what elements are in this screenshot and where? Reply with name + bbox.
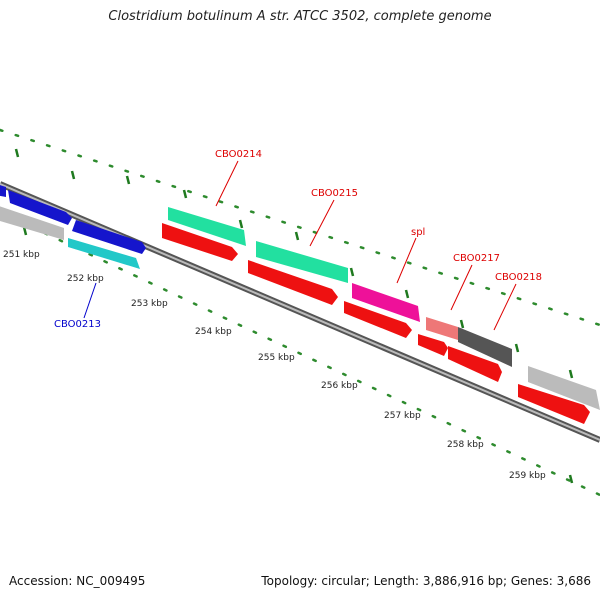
teal-feature[interactable] <box>256 241 348 283</box>
red-feature[interactable] <box>248 260 338 305</box>
gc-inner-dotted-track <box>0 210 600 497</box>
scale-label: 259 kbp <box>509 471 546 481</box>
red-feature[interactable] <box>448 346 502 382</box>
accession-text: Accession: NC_009495 <box>9 574 146 588</box>
scale-label: 253 kbp <box>131 299 168 309</box>
scale-label: 258 kbp <box>447 440 484 450</box>
gene-label-cbo0218[interactable]: CBO0218 <box>495 272 542 283</box>
outer-tick-marks <box>14 148 574 379</box>
gene-label-cbo0215[interactable]: CBO0215 <box>311 188 358 199</box>
gene-label-cbo0214[interactable]: CBO0214 <box>215 149 262 160</box>
gene-label-cbo0217[interactable]: CBO0217 <box>453 253 500 264</box>
gray-feature[interactable] <box>0 203 64 240</box>
magenta-feature[interactable] <box>352 283 420 322</box>
red-feature[interactable] <box>162 223 238 261</box>
blue-feature[interactable] <box>0 182 6 197</box>
scale-labels: 251 kbp 252 kbp 253 kbp 254 kbp 255 kbp … <box>3 250 546 481</box>
cyan-feature[interactable] <box>68 238 140 269</box>
scale-label: 251 kbp <box>3 250 40 260</box>
scale-label: 257 kbp <box>384 411 421 421</box>
gene-label-cbo0213[interactable]: CBO0213 <box>54 319 101 330</box>
genome-title: Clostridium botulinum A str. ATCC 3502, … <box>108 9 492 24</box>
dark-gray-feature[interactable] <box>458 327 512 367</box>
gray-feature[interactable] <box>528 366 600 410</box>
scale-label: 252 kbp <box>67 274 104 284</box>
gc-outer-dotted-track <box>0 128 600 327</box>
red-feature[interactable] <box>518 384 590 424</box>
blue-feature[interactable] <box>8 190 72 225</box>
blue-feature[interactable] <box>72 220 146 254</box>
gene-label-leaders <box>83 160 517 331</box>
scale-label: 256 kbp <box>321 381 358 391</box>
inner-tick-marks <box>22 226 574 484</box>
scale-label: 254 kbp <box>195 327 232 337</box>
gene-label-spl[interactable]: spl <box>411 227 425 238</box>
scale-label: 255 kbp <box>258 353 295 363</box>
teal-feature[interactable] <box>168 207 246 246</box>
red-feature[interactable] <box>344 301 412 338</box>
red-feature[interactable] <box>418 334 448 356</box>
pink-feature[interactable] <box>426 317 458 340</box>
gene-labels: CBO0213 CBO0214 CBO0215 spl CBO0217 CBO0… <box>54 149 542 330</box>
genome-backbone <box>0 181 600 443</box>
feature-track <box>0 182 600 424</box>
genome-summary-text: Topology: circular; Length: 3,886,916 bp… <box>261 574 591 588</box>
